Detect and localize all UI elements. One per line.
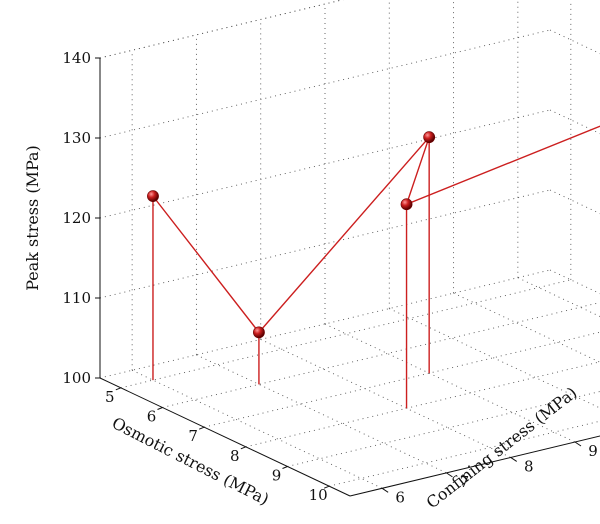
- z-tick-label: 100: [62, 369, 91, 387]
- series-line: [152, 125, 600, 334]
- grid-line: [550, 0, 600, 68]
- x-tick-label: 8: [230, 447, 240, 465]
- tick-labels: 56789106789101112100110120130140: [62, 49, 598, 506]
- grid-line: [99, 269, 551, 379]
- x-tick: [198, 426, 205, 430]
- grid-line: [549, 269, 600, 295]
- data-point: [400, 198, 413, 211]
- grid-line: [131, 369, 383, 489]
- grid-line: [324, 323, 576, 443]
- y-axis-title: Confining stress (MPa): [423, 383, 581, 512]
- grid-line: [517, 277, 600, 317]
- grid-line: [99, 189, 551, 299]
- grid-line: [120, 279, 571, 389]
- z-tick-label: 140: [62, 49, 91, 67]
- grid-line: [196, 354, 447, 474]
- grid-line: [245, 361, 600, 448]
- grid-line: [549, 189, 600, 215]
- grid-line: [549, 29, 600, 55]
- x-tick: [323, 485, 330, 489]
- y-tick: [446, 472, 453, 478]
- data-series: [147, 125, 600, 409]
- y-tick-label: 6: [395, 488, 405, 506]
- grid-line: [99, 29, 551, 139]
- y-tick: [381, 487, 389, 493]
- x-axis-line: [99, 377, 351, 497]
- z-axis-title: Peak stress (MPa): [23, 145, 42, 291]
- grid-line: [389, 308, 600, 409]
- grid-line: [550, 0, 600, 68]
- grid-line: [99, 109, 551, 219]
- x-tick: [240, 446, 247, 450]
- y-tick-label: 8: [524, 457, 534, 475]
- x-tick-label: 5: [105, 388, 115, 406]
- x-tick-label: 6: [147, 408, 157, 426]
- grid-line: [204, 331, 600, 428]
- x-tick: [157, 407, 163, 410]
- data-point: [253, 326, 265, 339]
- x-tick-label: 7: [188, 427, 198, 445]
- y-tick-label: 7: [460, 473, 470, 491]
- grid-line: [260, 339, 511, 458]
- grid-lines: [99, 0, 600, 489]
- y-tick: [574, 441, 582, 447]
- grid-line: [549, 109, 600, 135]
- data-point: [423, 131, 436, 144]
- y-tick-label: 9: [588, 442, 598, 460]
- z-tick-label: 130: [62, 129, 91, 147]
- z-tick-label: 120: [62, 209, 91, 227]
- x-tick: [282, 466, 288, 469]
- z-tick-label: 110: [62, 289, 91, 307]
- x-tick-label: 9: [272, 467, 282, 485]
- data-point: [147, 190, 159, 203]
- x-tick: [115, 387, 122, 391]
- grid-line: [162, 302, 600, 408]
- x-tick-label: 10: [309, 486, 328, 504]
- y-tick: [510, 457, 517, 462]
- grid-line: [453, 292, 600, 363]
